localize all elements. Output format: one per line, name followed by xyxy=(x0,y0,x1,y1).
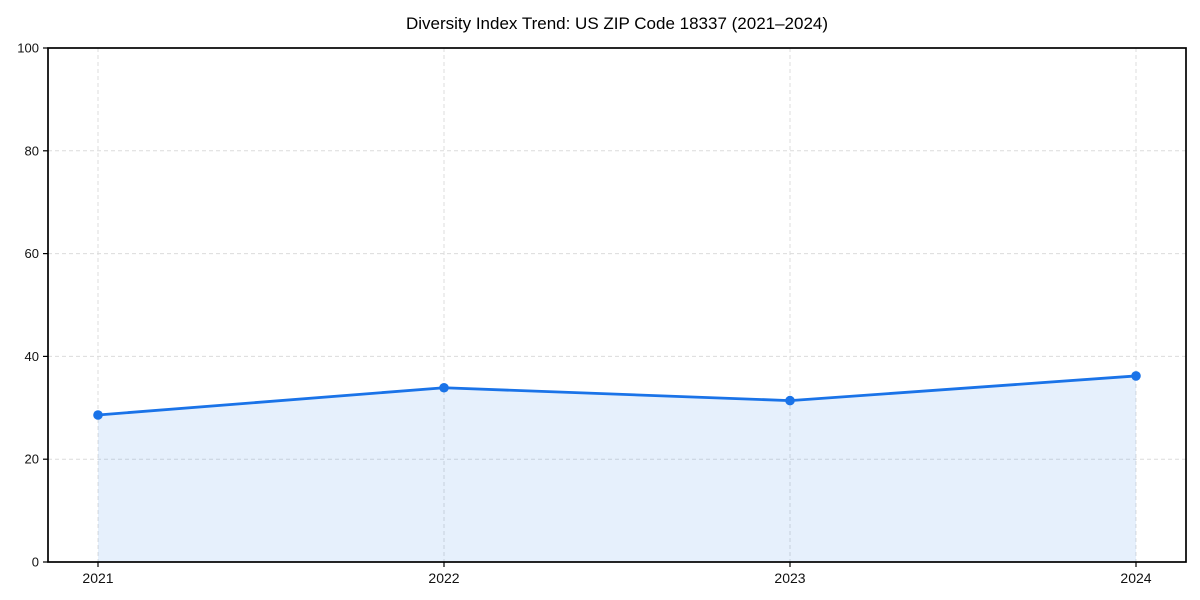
x-tick-label: 2022 xyxy=(428,570,459,586)
x-tick-label: 2023 xyxy=(774,570,805,586)
y-tick-label: 0 xyxy=(32,555,39,570)
data-point-marker xyxy=(785,395,795,406)
plot-border xyxy=(47,47,1187,563)
y-tick-label: 80 xyxy=(25,143,39,158)
y-tick-label: 20 xyxy=(25,452,39,467)
y-tick-label: 40 xyxy=(25,349,39,364)
y-tick-label: 100 xyxy=(17,41,39,56)
series-line xyxy=(96,374,1138,417)
data-point-marker xyxy=(93,410,103,420)
x-tick-label: 2024 xyxy=(1120,570,1151,586)
data-point-marker xyxy=(439,382,449,393)
y-tick-label: 60 xyxy=(25,246,39,261)
data-point-marker xyxy=(1131,371,1141,381)
series-area xyxy=(98,375,1136,562)
chart-title: Diversity Index Trend: US ZIP Code 18337… xyxy=(405,14,829,33)
x-tick-label: 2021 xyxy=(82,570,113,586)
